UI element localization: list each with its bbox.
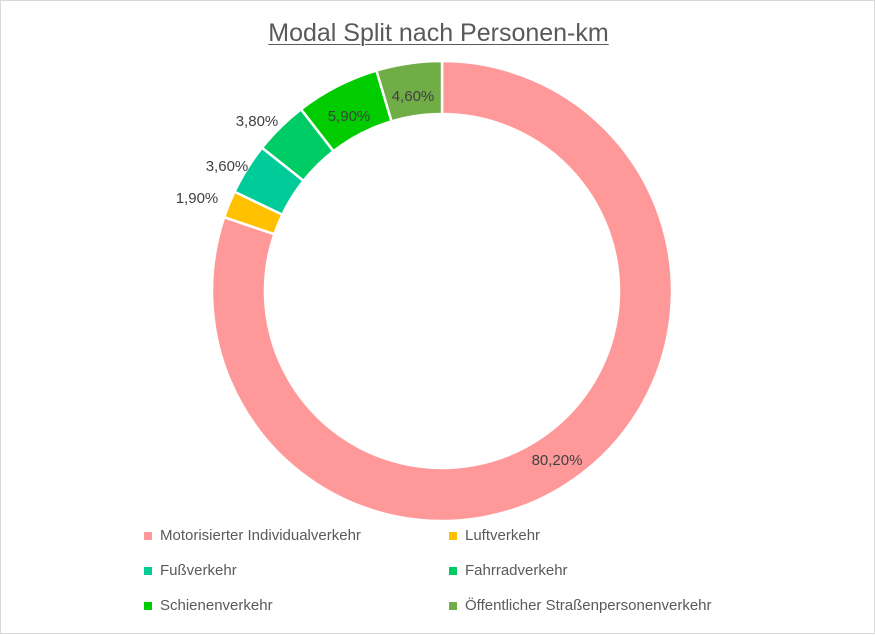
- chart-title: Modal Split nach Personen-km: [268, 19, 609, 47]
- data-label-1: 1,90%: [176, 190, 219, 207]
- data-label-3: 3,80%: [236, 113, 279, 130]
- data-label-5: 4,60%: [392, 88, 435, 105]
- data-label-0: 80,20%: [532, 452, 583, 469]
- data-label-4: 5,90%: [328, 108, 371, 125]
- data-label-2: 3,60%: [206, 158, 249, 175]
- donut-slice-0: [210, 59, 674, 523]
- donut-slice-5: [374, 59, 444, 123]
